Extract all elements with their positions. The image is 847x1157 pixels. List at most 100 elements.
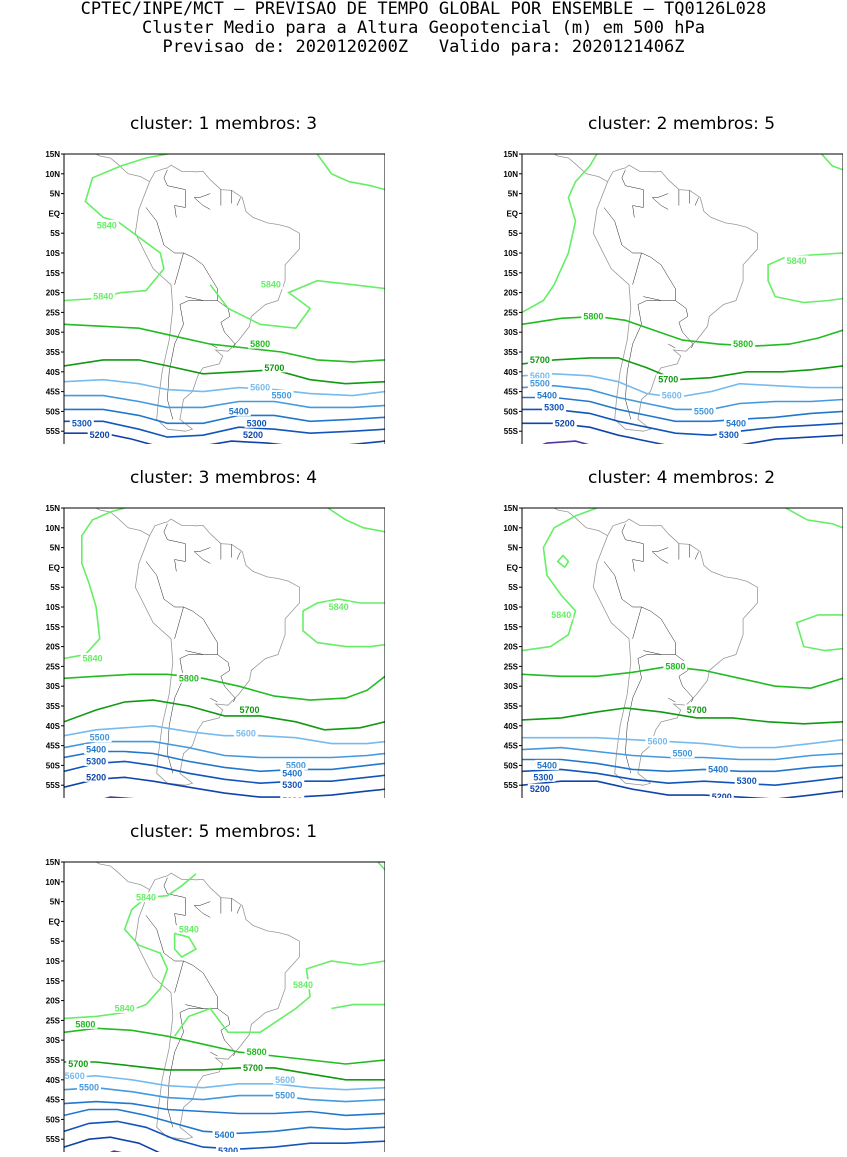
lat-label: 50S (46, 761, 61, 770)
contour-label: 5200 (530, 784, 550, 794)
country-border (641, 252, 694, 349)
contour-label-bg (670, 748, 695, 759)
contour-label-bg (552, 417, 577, 428)
contour-label-bg (84, 771, 109, 782)
lat-label: 10S (504, 249, 519, 258)
country-border (193, 901, 211, 918)
country-border (625, 654, 662, 774)
panel-title: cluster: 1 membros: 3 (129, 114, 318, 134)
contour-label-bg (734, 775, 759, 786)
country-border (145, 915, 184, 993)
coastline (134, 518, 300, 786)
contour-label-bg (273, 1090, 298, 1101)
contour-line (522, 736, 843, 749)
lat-label: 35S (46, 702, 61, 711)
country-border (185, 1004, 218, 1009)
central-america-coast (553, 508, 608, 537)
contour-label: 5300 (719, 430, 739, 440)
lat-label: 50S (46, 1115, 61, 1124)
contour-label: 5700 (68, 1059, 88, 1069)
contour-label: 5300 (544, 402, 564, 412)
country-border (668, 697, 676, 703)
country-border (643, 650, 676, 655)
contour-label: 5840 (329, 602, 349, 612)
contour-line (302, 598, 385, 648)
contour-label-bg (527, 783, 552, 794)
country-border (183, 252, 236, 349)
panel-title: cluster: 2 membros: 5 (587, 114, 776, 134)
contour-line (64, 408, 385, 425)
contour-line (542, 440, 590, 444)
contour-line (64, 750, 385, 773)
lat-label: 20S (504, 289, 519, 298)
contour-line (522, 780, 843, 798)
contour-line (556, 554, 570, 569)
contour-line (64, 1120, 385, 1150)
geopotential-map: 5840580058005700570056005600550055005400… (503, 150, 843, 444)
lat-label: 30S (46, 682, 61, 691)
lat-label: 45S (46, 1096, 61, 1105)
lat-label: 10S (46, 249, 61, 258)
contour-line (377, 862, 385, 871)
contour-label: 5200 (86, 772, 106, 782)
lat-label: 15N (503, 504, 518, 513)
contour-label-bg (527, 354, 552, 365)
contour-label-bg (244, 1046, 269, 1057)
contour-label: 5400 (282, 768, 302, 778)
lat-label: 5S (508, 229, 518, 238)
lat-label: 5N (508, 190, 518, 199)
lat-label: 15N (45, 150, 60, 159)
lat-label: 35S (504, 348, 519, 357)
map-panel-cluster-4: cluster: 4 membros: 2 5840 5800 5700 5600 55… (460, 468, 843, 798)
lat-label: 20S (46, 289, 61, 298)
contour-label-bg (684, 704, 709, 715)
lat-label: 55S (504, 781, 519, 790)
contour-label-bg (581, 310, 606, 321)
lat-label: 10N (503, 524, 518, 533)
contour-line (209, 279, 385, 330)
contour-label-bg (326, 601, 351, 612)
map-panel-cluster-1: cluster: 1 membros: 3 5840 5840 5840 5800 57… (2, 114, 385, 444)
contour-label-bg (645, 736, 670, 747)
contour-label-bg (134, 892, 159, 903)
contour-line (64, 1027, 385, 1065)
contour-label: 5840 (261, 280, 281, 290)
lat-label: 45S (46, 742, 61, 751)
country-border (641, 606, 694, 703)
contour-label: 5500 (90, 733, 110, 743)
contour-line (785, 508, 843, 529)
geopotential-map: 5840 5840 5840 5840 5800 5800 5700 5700 5600 5600… (45, 858, 385, 1152)
panel-title: cluster: 4 membros: 2 (587, 468, 776, 488)
contour-label-bg (176, 672, 201, 683)
contour-label-bg (280, 767, 305, 778)
contour-label-bg (290, 979, 315, 990)
contour-line (64, 1086, 385, 1103)
contour-label-bg (280, 795, 305, 798)
contour-label-bg (659, 390, 684, 401)
map-panel-cluster-5: cluster: 5 membros: 1 5840 5840 5840 5840 58… (2, 822, 385, 1152)
country-border (167, 300, 204, 420)
contour-label: 5400 (214, 1130, 234, 1140)
contour-label: 5700 (530, 355, 550, 365)
country-border (183, 960, 236, 1057)
contour-line (522, 408, 843, 437)
contour-label-bg (724, 417, 748, 428)
contour-label-bg (273, 1074, 298, 1085)
contour-label: 5500 (272, 391, 292, 401)
contour-label: 5600 (250, 383, 270, 393)
contour-label: 5400 (86, 745, 106, 755)
contour-label-bg (91, 291, 116, 302)
contour-label: 5200 (712, 792, 732, 798)
contour-label: 5300 (72, 418, 92, 428)
contour-line (821, 154, 843, 171)
contour-label: 5400 (537, 760, 557, 770)
lat-label: 10S (46, 957, 61, 966)
contour-label: 5500 (79, 1083, 99, 1093)
lat-label: 50S (504, 761, 519, 770)
map-frame (63, 861, 385, 1152)
contour-label: 5800 (75, 1019, 95, 1029)
contour-label: 5500 (275, 1091, 295, 1101)
lat-label: 15S (46, 269, 61, 278)
lat-label: 25S (504, 662, 519, 671)
